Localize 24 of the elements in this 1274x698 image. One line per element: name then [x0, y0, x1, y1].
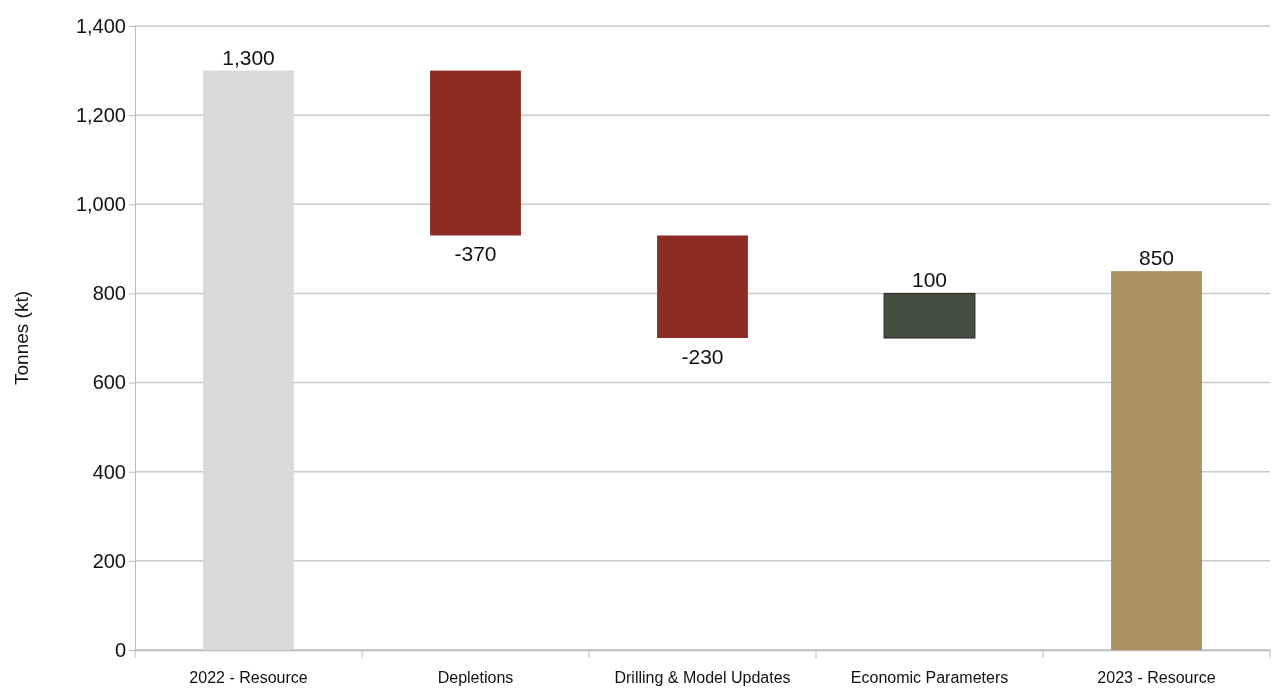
- data-label: -370: [454, 242, 497, 266]
- y-tick-label: 1,400: [75, 14, 126, 37]
- bar: [1111, 271, 1202, 650]
- bar: [657, 235, 748, 338]
- data-label: 1,300: [222, 45, 275, 69]
- bar: [430, 70, 521, 236]
- data-label: 850: [1138, 246, 1175, 270]
- bar: [203, 70, 294, 650]
- y-tick-label: 1,000: [75, 193, 126, 216]
- y-tick-label: 400: [92, 460, 126, 483]
- y-tick-label: 600: [92, 371, 126, 394]
- y-tick-label: 1,200: [75, 104, 126, 127]
- y-axis-title: Tonnes (kt): [11, 291, 32, 385]
- x-tick-label: Economic Parameters: [850, 669, 1009, 687]
- y-tick-label: 200: [92, 549, 126, 572]
- y-tick-label: 800: [92, 282, 126, 305]
- bar: [883, 292, 976, 339]
- data-label: 100: [911, 268, 948, 292]
- x-tick-label: 2022 - Resource: [189, 669, 308, 687]
- x-tick-label: Drilling & Model Updates: [614, 669, 791, 687]
- y-tick-label: 0: [114, 638, 126, 661]
- x-tick-label: 2023 - Resource: [1097, 669, 1216, 687]
- x-tick-label: Depletions: [437, 669, 514, 687]
- data-label: -230: [681, 345, 724, 368]
